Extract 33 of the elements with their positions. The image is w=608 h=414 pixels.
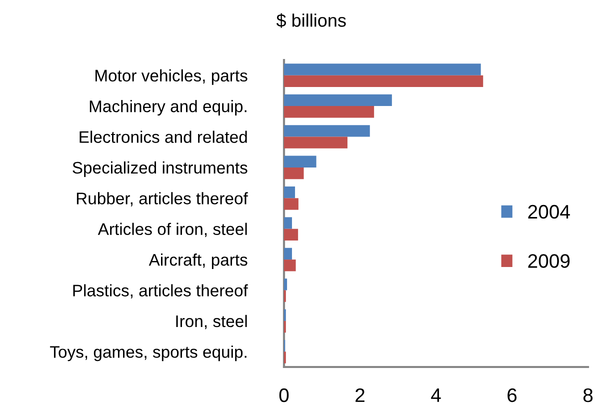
y-tick-label: Specialized instruments bbox=[72, 161, 248, 177]
x-tick-label: 8 bbox=[583, 388, 593, 402]
bar bbox=[284, 106, 374, 118]
y-tick-label: Toys, games, sports equip. bbox=[50, 346, 246, 362]
legend-label: 2009 bbox=[528, 254, 570, 268]
x-tick-label: 0 bbox=[279, 388, 289, 402]
bar bbox=[284, 64, 481, 76]
chart-title: $ billions bbox=[276, 13, 346, 28]
bar bbox=[284, 125, 370, 137]
bar bbox=[284, 167, 304, 180]
bar bbox=[284, 136, 348, 148]
bar bbox=[284, 156, 316, 168]
y-tick-label: Machinery and equip. bbox=[90, 100, 246, 116]
bar bbox=[284, 278, 288, 290]
bar bbox=[284, 75, 484, 88]
bar bbox=[284, 217, 292, 229]
bar bbox=[284, 94, 392, 106]
y-tick-label: Electronics and related bbox=[80, 130, 247, 143]
y-tick-label: Motor vehicles, parts bbox=[96, 69, 248, 85]
y-tick-label: Iron, steel bbox=[176, 314, 247, 330]
bar bbox=[284, 198, 298, 210]
bar bbox=[284, 186, 296, 198]
bar bbox=[284, 248, 292, 260]
x-tick-label: 4 bbox=[431, 388, 441, 402]
y-tick-label: Plastics, articles thereof bbox=[73, 284, 248, 298]
y-tick-label: Rubber, articles thereof bbox=[76, 192, 248, 206]
y-tick-label: Aircraft, parts bbox=[148, 254, 248, 270]
bar bbox=[284, 260, 296, 272]
legend-label: 2004 bbox=[528, 204, 570, 219]
y-tick-label: Articles of iron, steel bbox=[98, 222, 247, 238]
bar bbox=[284, 228, 298, 241]
x-tick-label: 2 bbox=[356, 388, 364, 402]
x-tick-label: 6 bbox=[508, 388, 517, 402]
